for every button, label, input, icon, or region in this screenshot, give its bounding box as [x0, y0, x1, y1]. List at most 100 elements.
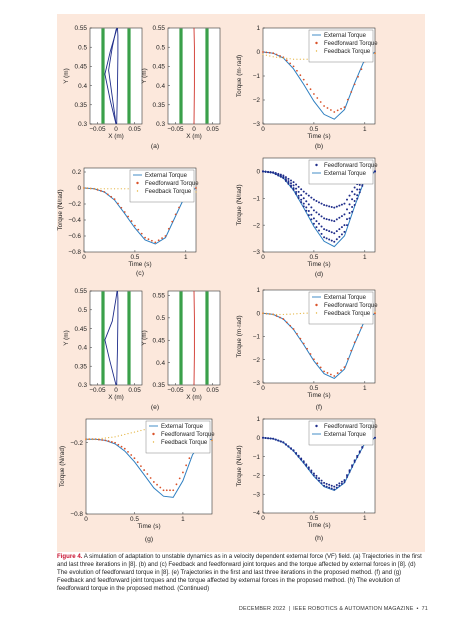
- point-feedforward-evolution: [264, 170, 267, 173]
- point-feedforward-evolution: [343, 224, 346, 227]
- point-feedforward-evolution: [343, 480, 346, 483]
- point-feedforward: [127, 215, 130, 218]
- x-axis-label: Time (s): [307, 522, 330, 529]
- point-feedforward-evolution: [351, 464, 354, 467]
- legend-label: Feedforward Torque: [324, 41, 378, 47]
- point-feedforward-evolution: [333, 220, 336, 223]
- point-feedback: [282, 313, 284, 316]
- point-feedforward: [110, 195, 113, 198]
- point-feedback: [120, 434, 123, 436]
- point-feedforward-evolution: [335, 484, 338, 487]
- point-feedforward: [114, 441, 116, 444]
- panel-label-b: (b): [315, 143, 323, 150]
- point-feedforward-evolution: [269, 437, 272, 440]
- legend-label: Feedback Torque: [161, 440, 208, 446]
- point-feedforward-evolution: [346, 218, 348, 221]
- point-feedforward: [302, 78, 305, 81]
- point-feedback: [93, 188, 95, 190]
- point-feedforward: [313, 93, 315, 95]
- y-tick-label: 0.4: [156, 83, 165, 90]
- point-feedforward-evolution: [297, 194, 300, 197]
- y-axis-label: Torque (N/rad): [59, 446, 66, 487]
- panel-label-h: (h): [315, 535, 323, 542]
- point-feedforward-evolution: [284, 176, 287, 179]
- point-feedback: [279, 57, 281, 59]
- point-feedforward: [157, 239, 160, 242]
- point-feedforward-evolution: [340, 215, 343, 218]
- point-feedforward-evolution: [310, 469, 313, 472]
- y-axis-label: Y (m): [63, 68, 70, 84]
- y-tick-label: 0.3: [78, 121, 87, 128]
- point-feedforward-evolution: [333, 485, 336, 488]
- point-feedforward: [167, 227, 170, 230]
- point-feedforward-evolution: [325, 218, 328, 221]
- point-feedback: [269, 313, 271, 315]
- point-feedforward: [336, 372, 339, 374]
- y-axis-label: Torque (N/rad): [236, 445, 243, 486]
- y-tick-label: 0.2: [72, 169, 81, 176]
- plot-frame-a-0: [89, 27, 143, 125]
- point-feedforward-evolution: [320, 482, 323, 485]
- point-feedback: [275, 313, 278, 316]
- point-feedback: [90, 187, 92, 190]
- legend-label: External Torque: [324, 432, 367, 438]
- trajectory-blue: [116, 290, 119, 386]
- point-feedback: [104, 437, 106, 439]
- point-feedback: [124, 433, 126, 436]
- boundary-wall: [205, 28, 209, 124]
- point-feedforward-evolution: [318, 222, 320, 225]
- point-feedforward: [326, 107, 329, 109]
- y-tick-label: −1: [253, 334, 261, 341]
- x-tick-label: −0.05: [89, 126, 106, 133]
- point-feedforward: [178, 206, 180, 209]
- point-feedforward-evolution: [320, 225, 323, 228]
- point-feedback: [306, 58, 308, 60]
- y-tick-label: 0: [256, 169, 260, 176]
- point-feedforward: [275, 315, 278, 317]
- point-feedforward: [182, 471, 184, 474]
- point-feedforward: [285, 321, 288, 324]
- point-feedforward-evolution: [358, 183, 361, 186]
- point-feedforward-evolution: [277, 174, 280, 177]
- x-tick-label: 0: [261, 385, 265, 392]
- point-feedforward-evolution: [302, 190, 305, 193]
- legend-swatch-dot: [315, 163, 318, 167]
- point-feedforward-evolution: [297, 185, 300, 188]
- point-feedforward-evolution: [348, 203, 351, 206]
- point-feedforward-evolution: [325, 229, 328, 232]
- point-feedback: [262, 312, 264, 314]
- point-feedback: [110, 188, 112, 190]
- trajectory-blue: [116, 27, 119, 125]
- point-feedforward-evolution: [292, 449, 295, 452]
- point-feedforward-evolution: [328, 205, 331, 208]
- point-feedback: [107, 188, 109, 190]
- x-tick-label: 0.5: [309, 515, 318, 522]
- legend-swatch-dot: [152, 441, 155, 443]
- x-tick-label: 1: [184, 254, 188, 261]
- point-feedforward-evolution: [310, 471, 313, 474]
- point-feedback: [211, 439, 213, 441]
- point-feedforward: [123, 447, 126, 450]
- panel-label-g: (g): [145, 536, 153, 543]
- point-feedforward: [159, 486, 162, 489]
- point-feedforward-evolution: [305, 464, 308, 467]
- point-feedforward: [279, 316, 281, 319]
- legend-swatch-dot: [136, 181, 139, 185]
- point-feedforward: [346, 98, 349, 101]
- point-feedforward-evolution: [305, 200, 308, 203]
- point-feedforward: [333, 375, 336, 377]
- point-feedforward-evolution: [335, 238, 338, 241]
- legend-box: [308, 159, 374, 185]
- point-feedforward: [292, 65, 295, 68]
- figure-caption: Figure 4. A simulation of adaptation to …: [57, 553, 427, 593]
- point-feedforward-evolution: [343, 230, 346, 233]
- legend-label: External Torque: [324, 33, 367, 39]
- footer-date: DECEMBER 2022: [238, 606, 286, 612]
- point-feedforward-evolution: [330, 219, 333, 222]
- point-feedforward-evolution: [292, 187, 295, 190]
- point-feedforward: [268, 51, 271, 54]
- point-feedforward-evolution: [272, 171, 275, 174]
- point-feedforward-evolution: [310, 206, 313, 209]
- point-feedforward: [350, 91, 353, 93]
